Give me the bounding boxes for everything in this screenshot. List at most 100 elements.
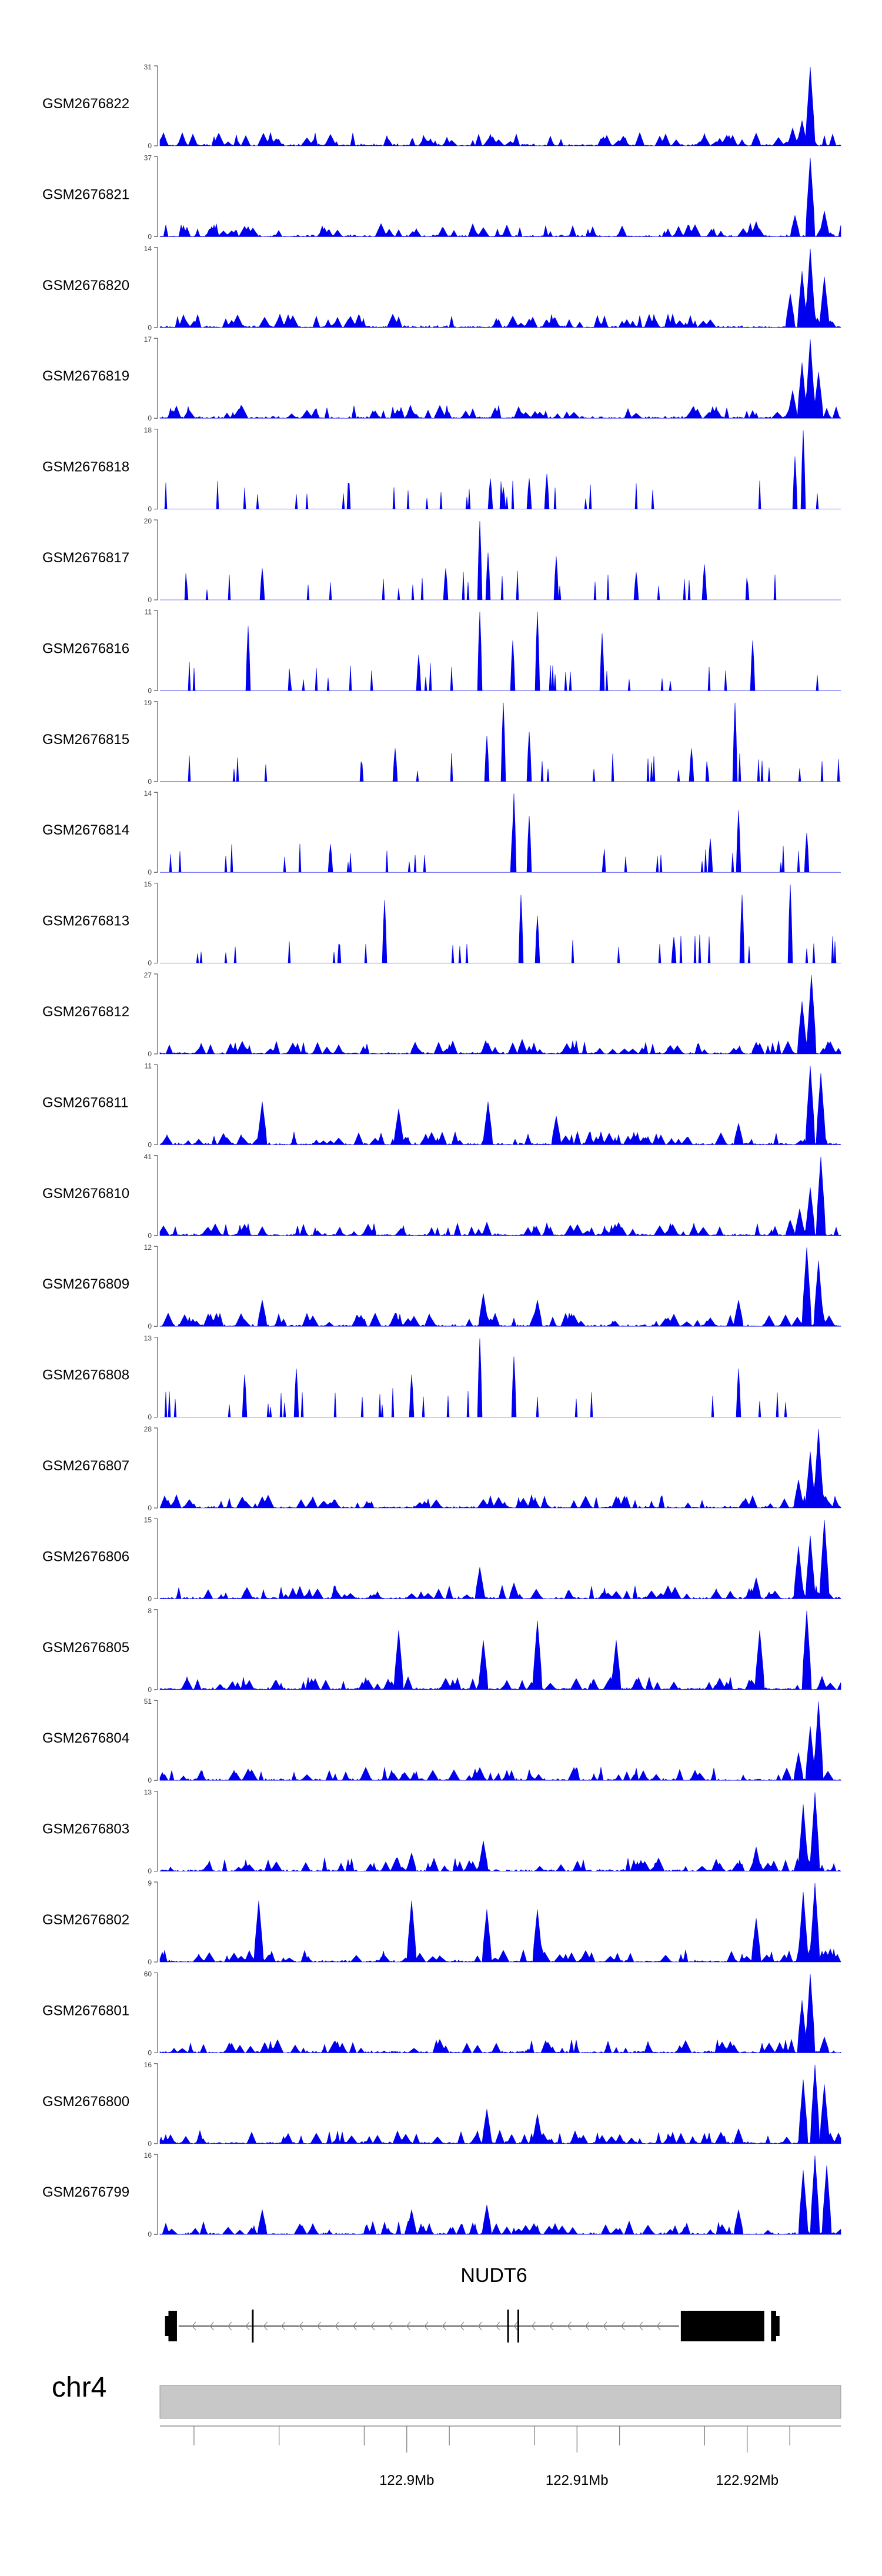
y-max-label: 27 xyxy=(144,971,152,979)
track-label: GSM2676816 xyxy=(42,640,129,656)
y-max-label: 60 xyxy=(144,1970,152,1978)
coverage-area xyxy=(159,2064,841,2144)
y-min-label: 0 xyxy=(148,232,152,241)
track-GSM2676809: GSM2676809 12 0 xyxy=(42,1243,841,1330)
strand-chevron xyxy=(549,2321,554,2331)
utr-block xyxy=(776,2316,780,2336)
coverage-area xyxy=(159,66,841,146)
track-label: GSM2676803 xyxy=(42,1821,129,1837)
coverage-area xyxy=(159,158,841,237)
axis-tick-label: 122.9Mb xyxy=(379,2472,434,2488)
y-min-label: 0 xyxy=(148,778,152,786)
y-max-label: 16 xyxy=(144,2061,152,2069)
y-min-label: 0 xyxy=(148,323,152,332)
strand-chevron xyxy=(263,2321,268,2331)
genome-axis-track: chr4 122.9Mb 122.91Mb 122.92Mb xyxy=(52,2372,841,2488)
y-max-label: 31 xyxy=(144,63,152,71)
track-GSM2676816: GSM2676816 11 0 xyxy=(42,608,841,695)
y-min-label: 0 xyxy=(148,2230,152,2238)
track-GSM2676804: GSM2676804 51 0 xyxy=(42,1697,841,1784)
track-GSM2676801: GSM2676801 60 0 xyxy=(42,1970,841,2057)
y-max-label: 15 xyxy=(144,1516,152,1524)
coverage-area xyxy=(160,793,841,873)
track-GSM2676821: GSM2676821 37 0 xyxy=(42,154,841,241)
track-label: GSM2676819 xyxy=(42,368,129,384)
track-label: GSM2676822 xyxy=(42,96,129,112)
track-label: GSM2676799 xyxy=(42,2184,129,2200)
coverage-area xyxy=(159,1792,841,1872)
coverage-area xyxy=(159,1066,841,1146)
strand-chevron xyxy=(352,2321,358,2331)
track-label: GSM2676804 xyxy=(42,1730,129,1746)
coverage-area xyxy=(159,975,841,1055)
y-max-label: 18 xyxy=(144,426,152,435)
strand-chevron xyxy=(316,2321,322,2331)
y-min-label: 0 xyxy=(148,1322,152,1330)
track-GSM2676814: GSM2676814 14 0 xyxy=(42,789,841,876)
y-max-label: 17 xyxy=(144,335,152,343)
y-min-label: 0 xyxy=(148,2048,152,2057)
track-GSM2676817: GSM2676817 20 0 xyxy=(42,517,841,604)
track-label: GSM2676812 xyxy=(42,1004,129,1020)
track-label: GSM2676810 xyxy=(42,1186,129,1202)
y-max-label: 16 xyxy=(144,2151,152,2160)
y-max-label: 11 xyxy=(145,608,152,616)
y-max-label: 41 xyxy=(144,1153,152,1161)
track-GSM2676810: GSM2676810 41 0 xyxy=(42,1153,841,1240)
y-max-label: 8 xyxy=(148,1607,152,1615)
exon-line xyxy=(507,2310,509,2343)
coverage-area xyxy=(160,702,841,782)
y-min-label: 0 xyxy=(148,1140,152,1149)
strand-chevron xyxy=(245,2321,250,2331)
strand-chevron xyxy=(281,2321,286,2331)
coverage-area xyxy=(160,520,841,600)
y-max-label: 9 xyxy=(148,1879,152,1887)
coverage-area xyxy=(159,1883,841,1963)
y-max-label: 12 xyxy=(144,1243,152,1252)
coverage-area xyxy=(159,1974,841,2053)
exon-block xyxy=(168,2311,177,2341)
coverage-area xyxy=(160,612,841,691)
track-label: GSM2676814 xyxy=(42,822,129,838)
track-GSM2676803: GSM2676803 13 0 xyxy=(42,1788,841,1876)
coverage-area xyxy=(160,884,841,963)
y-max-label: 14 xyxy=(144,245,152,253)
track-label: GSM2676820 xyxy=(42,278,129,293)
strand-chevron xyxy=(460,2321,465,2331)
coverage-area xyxy=(159,1429,841,1509)
coverage-area xyxy=(159,1701,841,1781)
track-GSM2676805: GSM2676805 8 0 xyxy=(42,1607,841,1694)
strand-chevron xyxy=(567,2321,572,2331)
y-min-label: 0 xyxy=(148,414,152,422)
gene-name: NUDT6 xyxy=(460,2264,527,2287)
track-label: GSM2676806 xyxy=(42,1549,129,1564)
track-label: GSM2676818 xyxy=(42,459,129,475)
exon-block xyxy=(680,2311,764,2341)
strand-chevron xyxy=(639,2321,643,2331)
track-label: GSM2676808 xyxy=(42,1367,129,1383)
y-min-label: 0 xyxy=(148,505,152,513)
strand-chevron xyxy=(228,2321,232,2331)
strand-chevron xyxy=(388,2321,393,2331)
track-GSM2676811: GSM2676811 11 0 xyxy=(42,1062,841,1149)
y-min-label: 0 xyxy=(148,1958,152,1966)
track-label: GSM2676809 xyxy=(42,1276,129,1292)
y-max-label: 20 xyxy=(144,517,152,525)
y-max-label: 19 xyxy=(144,699,152,707)
coverage-area xyxy=(159,248,841,328)
track-GSM2676799: GSM2676799 16 0 xyxy=(42,2151,841,2238)
tracks-layer: GSM2676822310GSM2676821370GSM2676820140G… xyxy=(42,63,841,2238)
strand-chevron xyxy=(442,2321,447,2331)
y-min-label: 0 xyxy=(148,1776,152,1784)
y-min-label: 0 xyxy=(148,959,152,967)
track-label: GSM2676817 xyxy=(42,550,129,566)
y-max-label: 15 xyxy=(144,880,152,889)
y-max-label: 14 xyxy=(144,789,152,798)
strand-chevron xyxy=(370,2321,375,2331)
strand-chevron xyxy=(477,2321,482,2331)
y-max-label: 51 xyxy=(144,1697,152,1706)
strand-chevron xyxy=(603,2321,607,2331)
coverage-area xyxy=(159,1520,841,1599)
